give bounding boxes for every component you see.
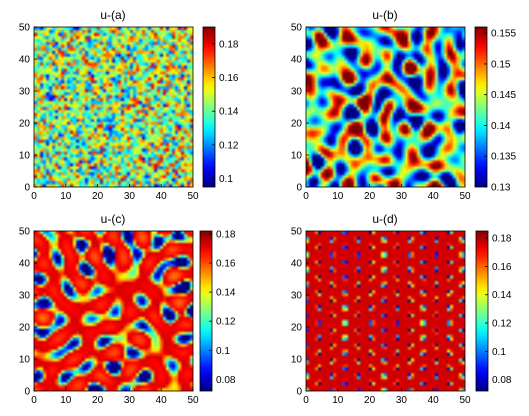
axes-frame	[33, 26, 194, 188]
y-tick-label: 10	[291, 355, 303, 366]
colorbar-tick-label: 0.135	[491, 152, 516, 163]
y-tick-label: 50	[19, 227, 31, 238]
colorbar-tick-label: 0.155	[491, 29, 516, 40]
heatmap-image	[306, 27, 465, 187]
colorbar	[475, 230, 489, 392]
y-tick-label: 0	[296, 183, 302, 194]
colorbar-tick-label: 0.145	[491, 90, 516, 101]
colorbar-tick-label: 0.16	[216, 259, 236, 270]
colorbar-tick-label: 0.14	[219, 107, 239, 118]
x-tick-label: 30	[396, 395, 408, 406]
x-tick-label: 50	[187, 395, 199, 406]
x-tick-label: 20	[92, 395, 104, 406]
x-tick-label: 20	[364, 191, 376, 202]
colorbar-tick-label: 0.16	[219, 73, 239, 84]
y-tick-label: 40	[291, 55, 303, 66]
x-tick-label: 40	[428, 191, 440, 202]
y-tick-label: 0	[24, 183, 30, 194]
x-tick-label: 30	[396, 191, 408, 202]
x-tick-label: 50	[187, 191, 199, 202]
colorbar-tick-label: 0.18	[219, 39, 239, 50]
panel-title: u-(b)	[372, 8, 397, 22]
x-tick-label: 50	[459, 191, 471, 202]
axes-frame	[305, 26, 466, 188]
colorbar-tick-label: 0.12	[219, 140, 239, 151]
y-tick-label: 10	[291, 151, 303, 162]
x-tick-label: 50	[459, 395, 471, 406]
x-tick-label: 20	[92, 191, 104, 202]
x-tick-label: 10	[332, 191, 344, 202]
axes-frame	[305, 230, 466, 392]
colorbar-tick-label: 0.13	[491, 183, 511, 194]
colorbar-tick-label: 0.18	[216, 229, 236, 240]
x-tick-label: 10	[60, 191, 72, 202]
colorbar-tick-label: 0.12	[492, 319, 512, 330]
x-tick-label: 0	[31, 191, 37, 202]
y-tick-label: 20	[291, 119, 303, 130]
y-tick-label: 20	[19, 323, 31, 334]
heatmap-image	[34, 231, 193, 391]
x-tick-label: 40	[156, 395, 168, 406]
x-tick-label: 30	[124, 191, 136, 202]
colorbar-tick-label: 0.15	[491, 59, 511, 70]
x-tick-label: 0	[303, 191, 309, 202]
colorbar-tick-label: 0.14	[491, 121, 511, 132]
x-tick-label: 20	[364, 395, 376, 406]
colorbar-tick-label: 0.18	[492, 234, 512, 245]
panel-c: u-(c) 0 10 20 30 40 50 0 10 20 30 40 50 0.18 0.16 0.14 0…	[19, 212, 236, 406]
colorbar-tick-label: 0.14	[216, 288, 236, 299]
heatmap-image	[34, 27, 193, 187]
x-tick-label: 10	[332, 395, 344, 406]
x-tick-label: 0	[303, 395, 309, 406]
y-tick-label: 0	[296, 387, 302, 398]
colorbar	[202, 26, 216, 188]
colorbar	[474, 26, 488, 188]
panel-b: u-(b) 0 10 20 30 40 50 0 10 20 30 40 50 0.155 0.15 0.14…	[291, 8, 517, 202]
y-tick-label: 30	[291, 87, 303, 98]
x-tick-label: 10	[60, 395, 72, 406]
y-tick-label: 30	[19, 87, 31, 98]
y-tick-label: 0	[24, 387, 30, 398]
y-tick-label: 40	[19, 55, 31, 66]
panel-a: u-(a) 0 10 20 30 40 50 0 10 20 30 40 50 0.18 0.16 0.14 0…	[19, 8, 239, 202]
colorbar-tick-label: 0.16	[492, 262, 512, 273]
y-tick-label: 20	[19, 119, 31, 130]
y-tick-label: 30	[19, 291, 31, 302]
x-tick-label: 30	[124, 395, 136, 406]
panel-title: u-(d)	[372, 212, 397, 226]
colorbar-tick-label: 0.08	[492, 375, 512, 386]
colorbar-tick-label: 0.12	[216, 317, 236, 328]
colorbar-tick-label: 0.14	[492, 290, 512, 301]
y-tick-label: 50	[19, 23, 31, 34]
y-tick-label: 40	[19, 259, 31, 270]
y-tick-label: 40	[291, 259, 303, 270]
x-tick-label: 0	[31, 395, 37, 406]
y-tick-label: 20	[291, 323, 303, 334]
x-tick-label: 40	[156, 191, 168, 202]
colorbar-tick-label: 0.1	[216, 346, 230, 357]
y-tick-label: 30	[291, 291, 303, 302]
colorbar-tick-label: 0.1	[219, 174, 233, 185]
panel-title: u-(a)	[100, 8, 125, 22]
axes-frame	[33, 230, 194, 392]
heatmap-image	[306, 231, 465, 391]
colorbar-tick-label: 0.08	[216, 375, 236, 386]
y-tick-label: 50	[291, 23, 303, 34]
colorbar	[199, 230, 213, 392]
panel-d: u-(d) 0 10 20 30 40 50 0 10 20 30 40 50 0.18 0.16 0.14 0…	[291, 212, 512, 406]
y-tick-label: 10	[19, 355, 31, 366]
y-tick-label: 10	[19, 151, 31, 162]
colorbar-tick-label: 0.1	[492, 347, 506, 358]
x-tick-label: 40	[428, 395, 440, 406]
panel-title: u-(c)	[101, 212, 126, 226]
y-tick-label: 50	[291, 227, 303, 238]
